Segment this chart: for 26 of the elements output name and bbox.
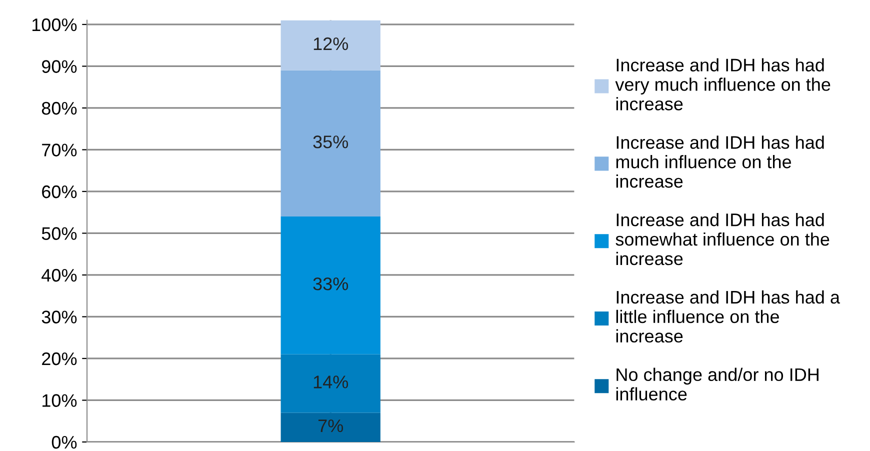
legend-label: Increase and IDH has had much influence on the increase	[616, 136, 824, 188]
text: 12%	[314, 37, 348, 50]
text: 33%	[313, 277, 348, 290]
bar	[280, 354, 380, 413]
y-tick-label: 0%	[52, 436, 77, 449]
y-tick-label: 40%	[42, 268, 77, 282]
y-tick-label: 70%	[42, 144, 77, 156]
y-tick-label: 10%	[42, 394, 77, 407]
y-tick-label: 90%	[42, 60, 77, 73]
text: 7%	[318, 420, 344, 432]
bar	[280, 20, 380, 70]
bar	[280, 412, 380, 442]
bar	[280, 70, 380, 217]
y-tick-label: 30%	[42, 310, 77, 324]
legend-label: Increase and IDH has had somewhat influence on the increase	[616, 213, 830, 266]
legend-label: Increase and IDH has had very much influence on the increase	[615, 58, 830, 110]
y-tick-label: 20%	[42, 352, 77, 366]
y-tick-label: 60%	[42, 185, 77, 198]
y-tick-label: 50%	[42, 227, 77, 240]
y-tick-label: 100%	[32, 18, 77, 32]
text: 14%	[314, 376, 348, 388]
text: 35%	[313, 136, 348, 148]
legend-label: No change and/or no IDH influence	[616, 368, 818, 400]
legend-label: Increase and IDH has had a little influence on the increase	[616, 290, 840, 343]
bar	[280, 216, 380, 354]
y-tick-label: 80%	[42, 102, 77, 115]
